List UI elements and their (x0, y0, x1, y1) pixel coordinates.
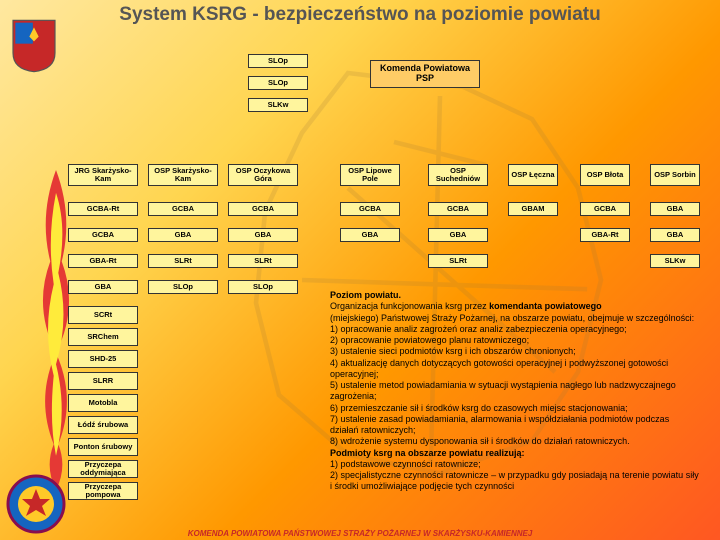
org-box: SLKw (248, 98, 308, 112)
org-box: GBA (340, 228, 400, 242)
org-box: SLRt (428, 254, 488, 268)
org-box: OSP Lipowe Pole (340, 164, 400, 186)
org-box: GBA (650, 228, 700, 242)
org-box: SLKw (650, 254, 700, 268)
org-box: GCBA (428, 202, 488, 216)
org-box: Łódź śrubowa (68, 416, 138, 434)
org-box: GCBA (148, 202, 218, 216)
footer-text: KOMENDA POWIATOWA PAŃSTWOWEJ STRAŻY POŻA… (0, 529, 720, 538)
org-box: GBA (650, 202, 700, 216)
badge-icon (6, 474, 66, 534)
crest-icon (10, 18, 58, 74)
org-box: SLRt (228, 254, 298, 268)
org-box: SLOp (148, 280, 218, 294)
org-box: Motobla (68, 394, 138, 412)
org-box: OSP Oczykowa Góra (228, 164, 298, 186)
org-box: JRG Skarżysko-Kam (68, 164, 138, 186)
org-box: GCBA (68, 228, 138, 242)
org-box: GBA (68, 280, 138, 294)
org-box: GBA (148, 228, 218, 242)
org-box: GBA (428, 228, 488, 242)
org-box: OSP Skarżysko-Kam (148, 164, 218, 186)
org-box: SLRR (68, 372, 138, 390)
description-block: Poziom powiatu. Organizacja funkcjonowan… (330, 290, 700, 493)
org-box: OSP Suchedniów (428, 164, 488, 186)
org-box: GCBA (228, 202, 298, 216)
org-box: SCRt (68, 306, 138, 324)
org-box: GBA-Rt (580, 228, 630, 242)
org-box: Komenda Powiatowa PSP (370, 60, 480, 88)
org-box: SLOp (248, 54, 308, 68)
org-box: SHD-25 (68, 350, 138, 368)
org-box: GCBA-Rt (68, 202, 138, 216)
org-box: GBA (228, 228, 298, 242)
org-box: OSP Łęczna (508, 164, 558, 186)
org-box: GCBA (580, 202, 630, 216)
page-title: System KSRG - bezpieczeństwo na poziomie… (0, 4, 720, 26)
org-box: SRChem (68, 328, 138, 346)
org-box: OSP Sorbin (650, 164, 700, 186)
org-box: GBA-Rt (68, 254, 138, 268)
org-box: SLRt (148, 254, 218, 268)
org-box: Ponton śrubowy (68, 438, 138, 456)
org-box: Przyczepa pompowa (68, 482, 138, 500)
org-box: SLOp (248, 76, 308, 90)
org-box: OSP Błota (580, 164, 630, 186)
org-box: GCBA (340, 202, 400, 216)
org-box: Przyczepa oddymiająca (68, 460, 138, 478)
org-box: GBAM (508, 202, 558, 216)
org-box: SLOp (228, 280, 298, 294)
